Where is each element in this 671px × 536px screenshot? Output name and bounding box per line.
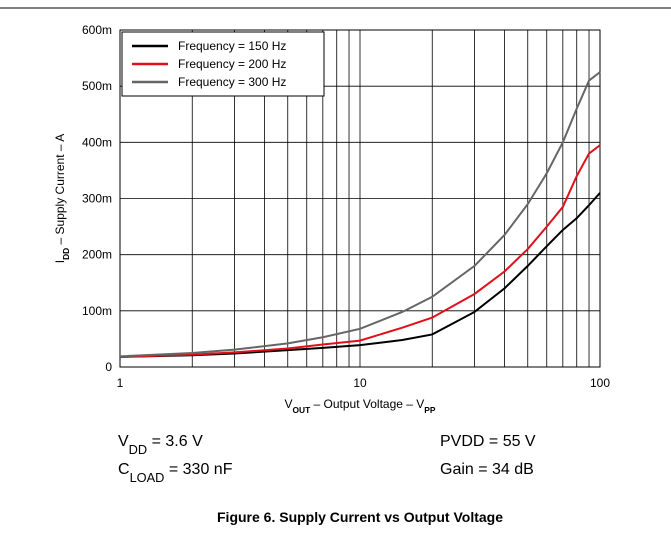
legend-label: Frequency = 200 Hz bbox=[178, 57, 286, 71]
y-axis-label-part: I bbox=[53, 260, 67, 263]
annotation: PVDD = 55 V bbox=[440, 433, 536, 450]
annotation-part: V bbox=[118, 433, 129, 450]
annotation-part: LOAD bbox=[130, 470, 165, 485]
annotation-part: C bbox=[118, 461, 130, 478]
x-axis-label-part: V bbox=[285, 397, 293, 411]
x-axis-label-part: PP bbox=[424, 405, 436, 415]
y-axis-label-part: – Supply Current – A bbox=[53, 134, 67, 248]
y-tick-label: 500m bbox=[82, 79, 112, 93]
x-tick-label: 1 bbox=[117, 376, 124, 390]
legend-label: Frequency = 300 Hz bbox=[178, 75, 286, 89]
y-tick-label: 400m bbox=[82, 135, 112, 149]
x-axis-label-part: – Output Voltage – V bbox=[310, 397, 424, 411]
x-tick-label: 10 bbox=[353, 376, 367, 390]
annotation-part: DD bbox=[129, 442, 147, 457]
annotation-part: PVDD = 55 V bbox=[440, 433, 536, 450]
chart-title: Figure 6. Supply Current vs Output Volta… bbox=[217, 509, 503, 525]
annotation-part: = 3.6 V bbox=[147, 433, 203, 450]
y-axis-label: IDD – Supply Current – A bbox=[53, 134, 71, 264]
y-tick-label: 200m bbox=[82, 248, 112, 262]
plot-frame bbox=[119, 29, 601, 368]
x-tick-label: 100 bbox=[590, 376, 610, 390]
series-line bbox=[119, 192, 601, 358]
annotation: CLOAD = 330 nF bbox=[118, 461, 233, 485]
y-tick-label: 0 bbox=[105, 360, 112, 374]
y-axis-label-part: DD bbox=[61, 248, 71, 260]
annotation-part: Gain = 34 dB bbox=[440, 461, 534, 478]
y-tick-label: 100m bbox=[82, 304, 112, 318]
annotation: VDD = 3.6 V bbox=[118, 433, 203, 457]
x-axis-label: VOUT – Output Voltage – VPP bbox=[285, 397, 436, 415]
x-axis-label-part: OUT bbox=[293, 405, 312, 415]
legend-label: Frequency = 150 Hz bbox=[178, 39, 286, 53]
series-line bbox=[119, 71, 601, 358]
annotation: Gain = 34 dB bbox=[440, 461, 534, 478]
y-tick-label: 300m bbox=[82, 192, 112, 206]
series-line bbox=[119, 144, 601, 358]
annotation-part: = 330 nF bbox=[164, 461, 232, 478]
y-tick-label: 600m bbox=[82, 23, 112, 37]
